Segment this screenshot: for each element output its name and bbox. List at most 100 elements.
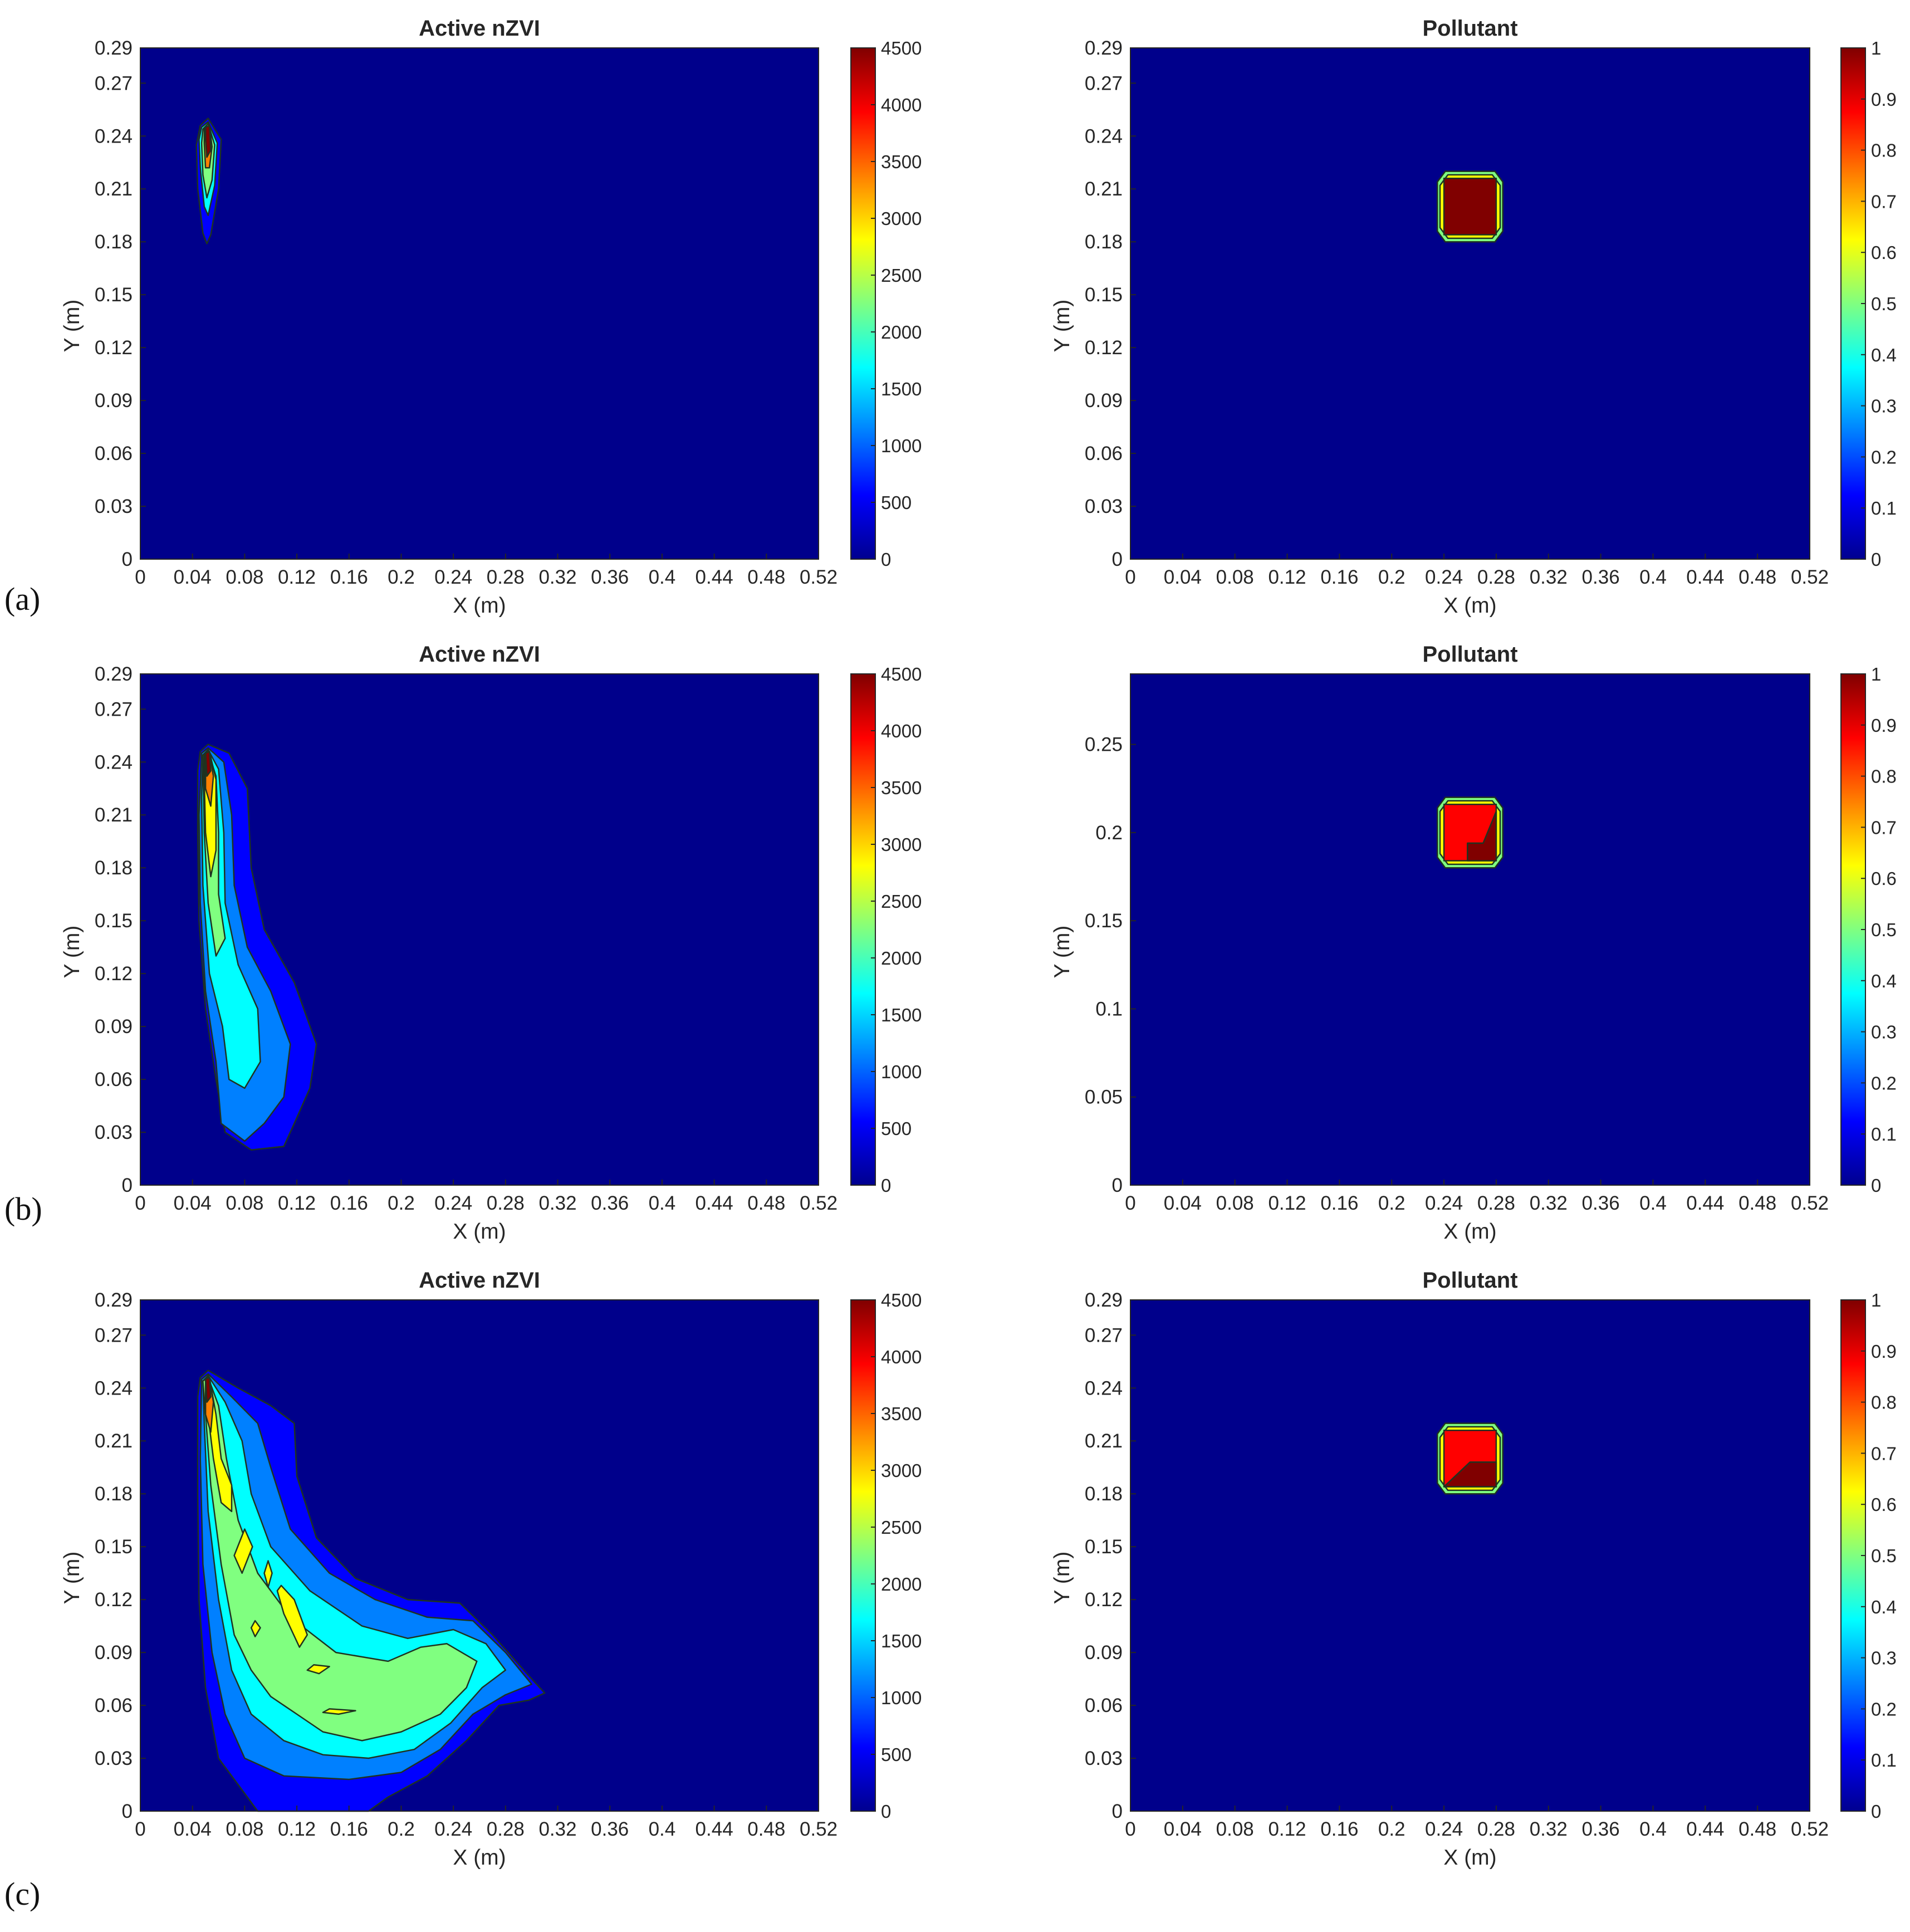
colorbar-tick-label: 0 [1871,549,1881,570]
y-tick-label: 0.18 [95,857,133,879]
x-tick-label: 0.12 [1268,566,1306,588]
y-tick-label: 0.15 [95,1536,133,1558]
y-tick-label: 0.1 [1095,998,1123,1020]
contour-level-5 [233,1528,253,1574]
panel-5: Pollutant 0 0.04 0.08 0.12 0.16 0.2 0.24 0.28 0.3… [1050,1268,1897,1870]
panel-2: Active nZVI 0 0.04 0.08 0.12 0.16 0.2 0.24 0.28 0… [60,642,922,1244]
x-tick-label: 0.52 [1791,1818,1829,1840]
y-axis-label: Y (m) [60,300,84,353]
colorbar-tick-label: 2500 [881,1517,922,1538]
x-tick-label: 0 [1125,566,1135,588]
colorbar-tick-label: 3000 [881,1460,922,1481]
panel-title: Active nZVI [419,1268,540,1293]
y-tick-label: 0.09 [1085,1642,1123,1664]
x-tick-label: 0.2 [1378,1818,1405,1840]
x-tick-label: 0.44 [1686,1192,1724,1214]
x-tick-label: 0.24 [434,566,472,588]
y-tick-label: 0.29 [1085,37,1123,59]
colorbar-tick-label: 0.4 [1871,1597,1897,1617]
y-tick-label: 0.27 [1085,72,1123,94]
colorbar-tick-label: 500 [881,1744,912,1765]
colorbar-tick-label: 3500 [881,1403,922,1424]
x-tick-label: 0.28 [487,566,525,588]
y-tick-label: 0.12 [1085,1589,1123,1611]
x-tick-label: 0.08 [226,1192,263,1214]
y-tick-label: 0.24 [95,125,133,147]
axes-frame [1130,47,1810,560]
x-tick-label: 0.2 [1378,566,1405,588]
y-tick-label: 0.09 [95,1642,133,1664]
y-tick-label: 0.25 [1085,734,1123,756]
y-tick-label: 0.29 [95,1289,133,1311]
panel-letter-c: (c) [4,1876,40,1912]
panel-letter-a: (a) [4,581,40,617]
x-tick-label: 0.08 [1216,1192,1254,1214]
x-tick-label: 0.48 [1738,1192,1776,1214]
x-tick-label: 0.48 [1738,1818,1776,1840]
y-tick-label: 0.06 [95,1695,133,1716]
colorbar-tick-label: 4500 [881,1290,922,1310]
colorbar-tick-label: 1500 [881,1631,922,1651]
x-tick-label: 0.4 [649,566,676,588]
x-tick-label: 0 [135,566,145,588]
x-tick-label: 0.2 [1378,1192,1405,1214]
panel-letter-b: (b) [4,1191,42,1227]
colorbar-tick-label: 0.1 [1871,498,1897,519]
colorbar-tick-label: 500 [881,492,912,513]
y-tick-label: 0.15 [1085,1536,1123,1558]
x-tick-label: 0.04 [1164,1818,1202,1840]
x-tick-label: 0 [1125,1818,1135,1840]
x-tick-label: 0.04 [174,1818,212,1840]
axes-frame [140,47,819,560]
y-tick-label: 0.06 [1085,443,1123,464]
colorbar-tick-label: 0.8 [1871,1392,1897,1413]
x-tick-label: 0.44 [696,566,733,588]
panel-title: Active nZVI [419,16,540,41]
panel-4: Active nZVI 0 0.04 0.08 0.12 0.16 0.2 0.24 0.28 0… [60,1268,922,1870]
y-tick-label: 0.27 [95,698,133,720]
y-tick-label: 0.09 [95,390,133,412]
x-axis-label: X (m) [1443,594,1496,618]
y-tick-label: 0.09 [95,1016,133,1038]
x-tick-label: 0.04 [174,566,212,588]
colorbar-tick-label: 0 [881,549,891,570]
y-tick-label: 0.24 [1085,125,1123,147]
panel-title: Pollutant [1422,16,1517,41]
x-tick-label: 0.36 [591,1192,629,1214]
colorbar-tick-label: 0.8 [1871,766,1897,787]
y-tick-label: 0.21 [1085,1430,1123,1452]
x-tick-label: 0.4 [1639,1192,1667,1214]
colorbar-tick-label: 0.5 [1871,1545,1897,1566]
x-tick-label: 0.36 [1582,1818,1620,1840]
x-axis-label: X (m) [1443,1846,1496,1870]
x-tick-label: 0.08 [1216,1818,1254,1840]
axes-frame [1130,1299,1810,1812]
y-tick-label: 0.18 [1085,1483,1123,1505]
y-tick-label: 0.21 [95,1430,133,1452]
colorbar-tick-label: 500 [881,1118,912,1139]
contour-level-7 [263,1560,273,1588]
contour-level-9 [306,1664,330,1675]
colorbar-tick-label: 0.5 [1871,294,1897,314]
x-tick-label: 0.32 [538,1818,576,1840]
x-tick-label: 0.12 [1268,1818,1306,1840]
colorbar [850,1299,876,1812]
y-axis-label: Y (m) [1050,300,1074,353]
x-tick-label: 0.04 [174,1192,212,1214]
colorbar-tick-label: 0.2 [1871,1073,1897,1093]
x-tick-label: 0.28 [1477,566,1515,588]
colorbar-tick-label: 1 [1871,38,1881,58]
colorbar-tick-label: 0 [881,1801,891,1822]
y-tick-label: 0.09 [1085,390,1123,412]
colorbar-tick-label: 2000 [881,1574,922,1594]
y-tick-label: 0.18 [1085,231,1123,253]
y-tick-label: 0.24 [95,1377,133,1399]
contour-level-6 [276,1584,308,1648]
colorbar-tick-label: 4000 [881,95,922,115]
contour-level-10 [322,1708,356,1715]
x-tick-label: 0.16 [1320,566,1358,588]
contour-level-3 [202,1377,478,1742]
colorbar-tick-label: 1000 [881,1062,922,1082]
x-tick-label: 0.28 [487,1818,525,1840]
x-tick-label: 0.52 [800,566,838,588]
